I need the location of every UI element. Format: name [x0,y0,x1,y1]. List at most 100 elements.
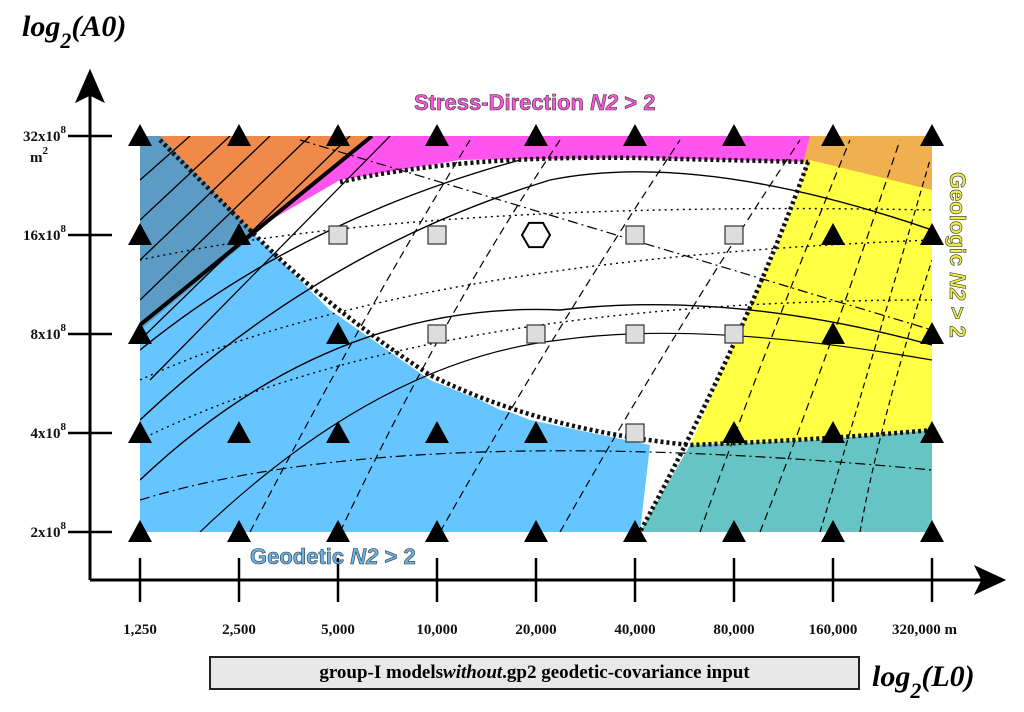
y-tick-label: 8x108 [31,322,67,343]
triangle-marker [524,520,548,542]
contour-dashed [759,139,901,532]
triangle-marker [722,124,746,146]
x-ticks: 1,250 2,500 5,000 10,000 20,000 40,000 80,000 1… [123,558,958,638]
triangle-marker [920,124,944,146]
geodetic-geologic-overlap [640,430,932,532]
triangle-marker [425,124,449,146]
data-markers [128,124,944,542]
triangle-marker [425,421,449,443]
y-axis-arrow [74,68,106,104]
triangle-marker [821,322,845,344]
triangle-marker [920,520,944,542]
contour-dashdot [140,450,932,501]
triangle-marker [821,421,845,443]
triangle-marker [920,322,944,344]
square-marker [724,225,744,245]
contour-dotted [140,299,932,441]
triangle-marker [524,421,548,443]
x-tick-label: 320,000 m [892,622,958,638]
y-tick-label: 16x108 [23,223,67,244]
triangle-marker [128,124,152,146]
triangle-marker [128,223,152,245]
contour-lines [140,136,932,532]
geologic-label: Geologic N2 > 2 [945,172,970,338]
contour-dashed [249,139,471,532]
x-tick-label: 2,500 [222,622,256,638]
y-tick-label: 32x108 [23,124,67,145]
axes: 1,250 2,500 5,000 10,000 20,000 40,000 80,000 1… [23,68,1007,638]
contour-dashed [439,139,681,532]
contour-dashed [819,159,931,532]
square-marker [625,225,645,245]
caption-box: group-I models without .gp2 geodetic-cov… [209,656,860,690]
contour-solid [140,303,932,481]
square-marker [625,324,645,344]
central-region [255,158,808,445]
triangle-marker [128,520,152,542]
x-tick-label: 20,000 [515,622,556,638]
square-marker [724,324,744,344]
y-tick-label: 4x108 [31,421,67,442]
contour-dotted [140,239,932,381]
triangle-marker [920,223,944,245]
x-axis-title: log2(L0) [872,660,975,703]
triangle-marker [425,520,449,542]
triangle-marker [326,124,350,146]
stress-geodetic-overlap [140,136,255,330]
contour-dashed [559,139,801,532]
square-marker [526,324,546,344]
x-tick-label: 40,000 [614,622,655,638]
triangle-marker [821,124,845,146]
triangle-marker [821,223,845,245]
thick-boundary [140,136,374,327]
geodetic-region [140,136,650,532]
stress-direction-label: Stress-Direction N2 > 2 [414,90,656,115]
triangle-marker [326,322,350,344]
triangle-marker [920,421,944,443]
triangle-marker [722,520,746,542]
y-unit-label: m2 [30,145,49,166]
contour-dashdot [299,139,932,331]
contour-dashed [339,139,561,532]
stress-boundary [339,155,809,185]
geodetic-label: Geodetic N2 > 2 [250,544,416,569]
y-axis-title: log2(A0) [22,10,126,53]
square-marker [427,324,447,344]
triangle-marker [722,421,746,443]
contour-solid [199,332,932,532]
x-tick-label: 5,000 [321,622,355,638]
y-tick-label: 2x108 [31,520,67,541]
square-marker [328,225,348,245]
x-axis-arrow [973,564,1007,596]
caption-text-a: group-I models [319,662,444,683]
triangle-marker [128,421,152,443]
triangle-marker [227,421,251,443]
triangle-marker [326,520,350,542]
triangle-marker [128,322,152,344]
stress-only-corner [160,136,370,232]
triangle-marker [524,124,548,146]
contour-dashed [699,139,851,532]
caption-text-b: .gp2 geodetic-covariance input [502,662,750,683]
x-tick-label: 1,250 [123,622,157,638]
caption-text-em: without [443,662,503,683]
contour-solid [140,171,932,421]
triangle-marker [227,520,251,542]
region-fills [140,136,932,532]
triangle-marker [623,124,647,146]
triangle-marker [821,520,845,542]
triangle-marker [326,421,350,443]
hexagon-marker [520,221,552,249]
triangle-marker [227,124,251,146]
x-tick-label: 160,000 [809,622,858,638]
square-marker [625,423,645,443]
x-tick-label: 80,000 [713,622,754,638]
geodetic-boundary [158,138,933,448]
square-marker [427,225,447,245]
triangle-marker [227,223,251,245]
triangle-marker [623,520,647,542]
contour-solid [140,159,521,351]
x-tick-label: 10,000 [416,622,457,638]
